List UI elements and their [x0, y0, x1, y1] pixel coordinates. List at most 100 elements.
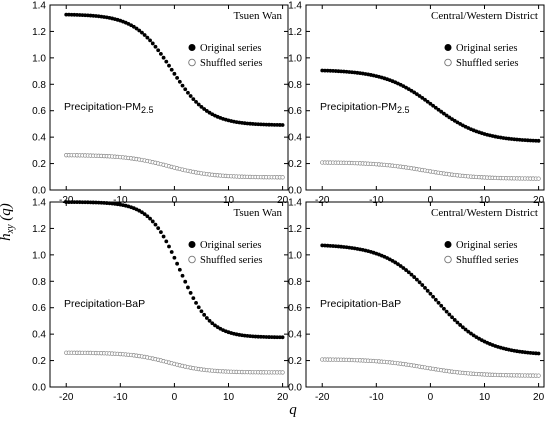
x-tick-label: -10 — [113, 392, 128, 403]
data-point-original — [433, 105, 438, 110]
data-point-original — [194, 300, 198, 305]
data-point-original — [428, 101, 433, 106]
series-pair-label: Precipitation-BaP — [64, 298, 145, 310]
data-point-original — [442, 111, 446, 116]
data-point-original — [523, 138, 527, 143]
y-tick-label: 1.2 — [288, 27, 302, 38]
data-point-original — [328, 243, 333, 248]
data-point-shuffled — [280, 175, 285, 180]
data-point-original — [140, 30, 144, 35]
data-point-original — [272, 335, 277, 340]
data-point-original — [328, 68, 333, 73]
data-point-original — [253, 122, 258, 126]
data-point-original — [414, 277, 419, 282]
legend-marker-original — [444, 44, 452, 51]
data-point-original — [536, 138, 541, 143]
data-point-original — [531, 351, 536, 356]
data-point-original — [177, 79, 182, 84]
y-tick-label: 1.4 — [288, 198, 302, 209]
y-tick-label: 0.8 — [288, 277, 302, 288]
data-point-original — [153, 222, 158, 227]
legend-label-shuffled: Shuffled series — [200, 58, 263, 69]
data-point-original — [398, 264, 403, 268]
data-point-original — [172, 71, 177, 76]
legend-marker-original — [444, 241, 452, 248]
data-point-original — [404, 268, 408, 272]
panel-2: 0.0 0.2 0.4 0.6 0.8 1.0 1.2 1.4 -20 -10 0 10 20 Centr… — [288, 1, 544, 207]
data-point-original — [77, 200, 82, 205]
data-point-original — [269, 122, 274, 127]
y-tick-label: 1.4 — [32, 198, 46, 209]
data-point-original — [264, 335, 269, 339]
data-point-original — [169, 67, 174, 72]
y-tick-label: 0.8 — [288, 80, 302, 91]
data-point-original — [80, 200, 85, 205]
data-point-original — [447, 312, 452, 317]
data-point-original — [420, 95, 425, 100]
data-point-original — [186, 285, 190, 290]
panel-4: 0.00.20.40.60.81.01.21.4-20 -10 0 10 20Centr… — [288, 198, 544, 404]
data-point-shuffled — [280, 370, 285, 375]
data-point-original — [145, 35, 150, 40]
data-point-original — [248, 121, 253, 126]
data-point-original — [204, 109, 209, 113]
data-point-original — [458, 323, 463, 327]
y-tick-label: 0.4 — [32, 133, 46, 144]
data-point-original — [341, 69, 346, 74]
data-point-original — [164, 59, 169, 64]
location-title: Tsuen Wan — [233, 207, 282, 219]
x-tick-label: 20 — [277, 195, 289, 206]
legend-label-original: Original series — [456, 43, 518, 54]
y-tick-label: 0.8 — [32, 277, 46, 288]
y-tick-label: 0.0 — [288, 186, 302, 197]
data-point-original — [188, 94, 193, 98]
panel-1: 0.00.20.40.60.81.01.21.4-20-1001020Tsuen… — [32, 1, 288, 207]
data-point-original — [444, 309, 449, 314]
data-point-original — [145, 214, 150, 219]
data-point-original — [436, 300, 441, 305]
data-point-original — [191, 296, 196, 300]
y-tick-label: 0.4 — [288, 133, 302, 144]
data-point-original — [191, 97, 196, 101]
legend-marker-original — [188, 241, 196, 248]
data-point-original — [396, 262, 400, 267]
data-point-original — [439, 303, 444, 308]
x-tick-label: 10 — [479, 392, 491, 403]
data-point-original — [88, 200, 93, 205]
data-point-original — [417, 94, 422, 98]
data-point-original — [466, 329, 471, 334]
data-point-original — [325, 243, 330, 248]
data-point-original — [94, 200, 98, 205]
data-point-original — [69, 200, 74, 205]
data-point-original — [167, 244, 171, 249]
data-point-original — [325, 68, 330, 73]
y-tick-label: 0.2 — [288, 159, 302, 170]
y-tick-label: 0.6 — [32, 106, 46, 117]
data-point-original — [412, 90, 417, 95]
data-point-original — [167, 63, 171, 68]
legend-label-original: Original series — [200, 43, 262, 54]
data-point-original — [161, 234, 166, 239]
data-point-original — [91, 200, 96, 205]
data-point-original — [280, 123, 285, 127]
data-point-original — [261, 122, 266, 127]
data-point-original — [425, 99, 430, 104]
data-point-original — [180, 83, 185, 88]
data-point-original — [331, 244, 335, 248]
y-tick-label: 0.0 — [32, 383, 46, 394]
series-shuffled — [64, 350, 285, 375]
data-point-original — [417, 280, 422, 285]
data-point-original — [169, 250, 174, 254]
data-point-original — [447, 115, 452, 120]
data-point-original — [250, 122, 255, 126]
x-tick-label: 0 — [428, 195, 434, 206]
series-pair-label: Precipitation-BaP — [320, 298, 401, 310]
legend-marker-shuffled — [188, 58, 196, 67]
legend-marker-shuffled — [444, 58, 452, 67]
data-point-original — [156, 226, 161, 231]
data-point-original — [277, 123, 282, 127]
data-point-original — [428, 291, 433, 296]
location-title: Tsuen Wan — [233, 10, 282, 22]
data-point-original — [75, 12, 79, 17]
